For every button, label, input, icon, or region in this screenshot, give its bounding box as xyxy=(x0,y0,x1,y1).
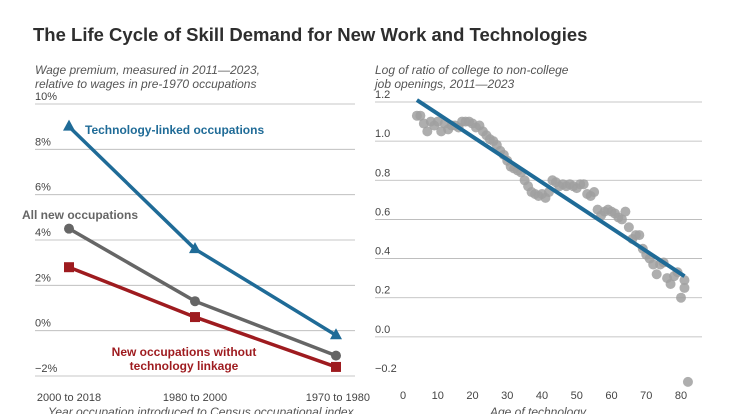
left-xtick-label: 1980 to 2000 xyxy=(163,392,227,404)
right-ylabel-line: job openings, 2011—2023 xyxy=(373,77,515,91)
series-label-nontech: technology linkage xyxy=(130,359,239,373)
left-data-point xyxy=(189,242,201,254)
left-data-point xyxy=(330,328,342,340)
right-xtick-label: 0 xyxy=(400,390,406,402)
scatter-point xyxy=(679,282,690,293)
right-xtick-label: 80 xyxy=(675,390,687,402)
left-ytick-label: 0% xyxy=(35,318,51,330)
right-ylabel-line: Log of ratio of college to non-college xyxy=(375,63,569,77)
left-data-point xyxy=(331,361,341,372)
left-ylabel-line: Wage premium, measured in 2011—2023, xyxy=(35,63,260,77)
scatter-point xyxy=(623,222,634,233)
right-xtick-label: 40 xyxy=(536,390,548,402)
left-ylabel-line: relative to wages in pre-1970 occupation… xyxy=(35,77,256,91)
right-xtick-label: 20 xyxy=(466,390,478,402)
right-xtick-label: 50 xyxy=(571,390,583,402)
left-ytick-label: 6% xyxy=(35,182,51,194)
scatter-point xyxy=(676,292,686,303)
right-ytick-label: 0.4 xyxy=(375,246,390,258)
right-ytick-label: 0.6 xyxy=(375,206,390,218)
right-ytick-label: 0.0 xyxy=(375,324,390,336)
left-data-point xyxy=(63,119,75,131)
series-label-nontech: New occupations without xyxy=(112,345,257,359)
left-ytick-label: 8% xyxy=(35,136,51,148)
left-series-line xyxy=(68,227,337,358)
series-label-all: All new occupations xyxy=(22,208,138,222)
right-xtick-label: 10 xyxy=(432,390,444,402)
left-data-point xyxy=(331,350,341,361)
left-xlabel: Year occupation introduced to Census occ… xyxy=(48,405,355,414)
right-xlabel: Age of technology xyxy=(489,405,587,414)
scatter-point xyxy=(422,126,433,137)
right-ytick-label: 0.2 xyxy=(375,285,390,297)
right-chart: Log of ratio of college to non-collegejo… xyxy=(373,63,702,414)
left-chart: Wage premium, measured in 2011—2023,rela… xyxy=(22,63,370,414)
scatter-point xyxy=(620,206,631,217)
scatter-point xyxy=(651,269,662,280)
left-data-point xyxy=(190,296,200,307)
right-ytick-label: 0.8 xyxy=(375,167,390,179)
scatter-point xyxy=(634,230,645,241)
left-ytick-label: 4% xyxy=(35,227,51,239)
scatter-point xyxy=(578,179,589,190)
fit-line xyxy=(415,98,686,278)
left-data-point xyxy=(64,262,74,273)
left-data-point xyxy=(190,312,200,323)
scatter-point xyxy=(665,279,676,290)
left-ytick-label: 2% xyxy=(35,272,51,284)
right-xtick-label: 70 xyxy=(640,390,652,402)
right-ytick-label: 1.2 xyxy=(375,89,390,101)
scatter-point xyxy=(648,259,659,270)
left-xtick-label: 1970 to 1980 xyxy=(306,392,370,404)
scatter-point xyxy=(679,275,690,286)
scatter-point xyxy=(616,214,627,225)
scatter-point xyxy=(415,110,426,121)
chart-title: The Life Cycle of Skill Demand for New W… xyxy=(33,24,588,45)
series-label-tech: Technology-linked occupations xyxy=(85,123,264,137)
scatter-point xyxy=(589,187,600,198)
right-xtick-label: 30 xyxy=(501,390,513,402)
left-data-point xyxy=(64,223,74,234)
right-ytick-label: −0.2 xyxy=(375,363,397,375)
scatter-point xyxy=(682,376,693,387)
left-xtick-label: 2000 to 2018 xyxy=(37,392,101,404)
right-ytick-label: 1.0 xyxy=(375,128,390,140)
right-xtick-label: 60 xyxy=(605,390,617,402)
left-ytick-label: 10% xyxy=(35,91,57,103)
left-ytick-label: −2% xyxy=(35,363,58,375)
